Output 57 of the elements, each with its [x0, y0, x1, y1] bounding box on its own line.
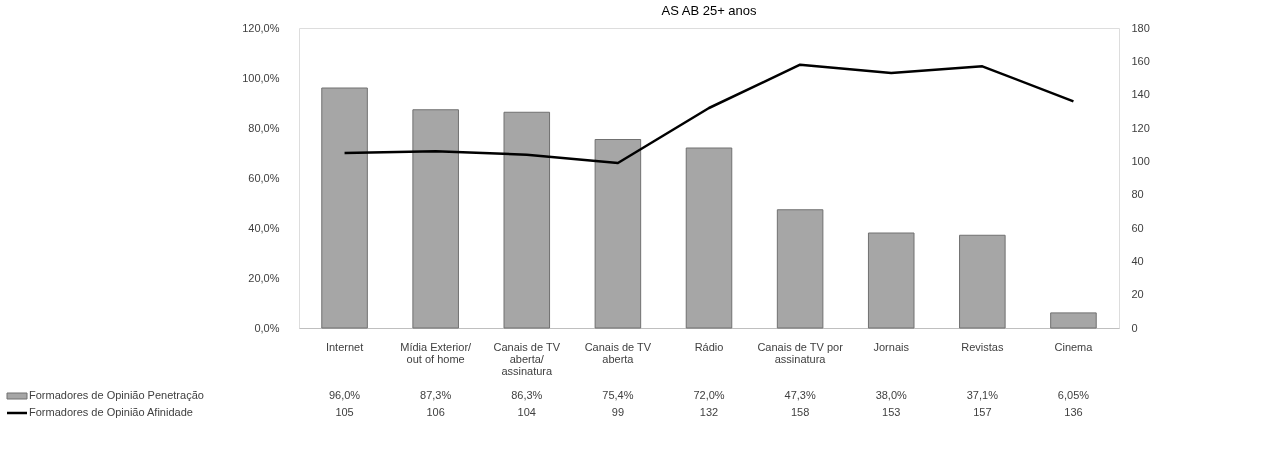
y-tick-label: 120,0% [242, 21, 280, 34]
data-label: 87,3% [420, 389, 452, 401]
legend-label: Formadores de Opinião Penetração [29, 389, 204, 401]
data-label: 106 [426, 406, 445, 418]
x-tick-label: Jornais [873, 341, 910, 353]
data-label: 136 [1064, 406, 1083, 418]
legend-label: Formadores de Opinião Afinidade [29, 406, 193, 418]
data-label: 6,05% [1057, 389, 1090, 401]
y-tick-label: 20,0% [248, 271, 280, 284]
data-label: 96,0% [328, 389, 361, 401]
line-series [343, 63, 1075, 165]
y-tick-label: 80,0% [248, 121, 280, 134]
x-tick-label: Canais de TV aberta [584, 341, 652, 365]
data-label: 47,3% [784, 389, 816, 401]
y2-tick-label: 60 [1131, 221, 1144, 234]
y2-tick-label: 140 [1131, 88, 1150, 101]
bar [685, 147, 733, 329]
x-tick-label: Canais de TV aberta/ assinatura [493, 341, 561, 377]
data-label: 99 [611, 406, 625, 418]
chart-title: AS AB 25+ anos [661, 3, 758, 18]
data-label: 72,0% [693, 389, 725, 401]
data-label: 86,3% [511, 389, 543, 401]
bar [776, 209, 824, 329]
bar [412, 109, 459, 329]
y2-tick-label: 20 [1131, 288, 1144, 301]
y2-tick-label: 0 [1131, 321, 1138, 334]
y2-tick-label: 160 [1131, 54, 1150, 67]
y2-tick-label: 80 [1131, 188, 1144, 201]
data-label: 75,4% [602, 389, 634, 401]
x-tick-label: Mídia Exterior/ out of home [400, 341, 473, 365]
data-label: 157 [973, 406, 992, 418]
x-tick-label: Revistas [961, 341, 1004, 353]
x-tick-label: Rádio [694, 341, 724, 353]
y-tick-label: 0,0% [254, 321, 280, 334]
y-tick-label: 40,0% [248, 221, 280, 234]
bar [1050, 312, 1097, 329]
y-tick-label: 100,0% [242, 71, 280, 84]
bar [503, 111, 551, 329]
data-label: 153 [882, 406, 901, 418]
x-tick-label: Cinema [1054, 341, 1094, 353]
y2-tick-label: 120 [1131, 121, 1150, 134]
data-label: 158 [790, 406, 810, 418]
y2-tick-label: 100 [1131, 154, 1150, 167]
bar [594, 139, 642, 329]
data-label: 105 [335, 406, 354, 418]
bar [321, 87, 368, 329]
bar [867, 232, 915, 329]
y2-tick-label: 40 [1131, 254, 1144, 267]
data-label: 104 [517, 406, 536, 418]
bar [959, 234, 1006, 329]
x-tick-label: Internet [325, 341, 364, 353]
x-tick-label: Canais de TV por assinatura [757, 341, 844, 365]
data-label: 38,0% [875, 389, 908, 401]
data-label: 37,1% [966, 389, 999, 401]
data-label: 132 [699, 406, 719, 418]
y2-tick-label: 180 [1131, 21, 1150, 34]
y-tick-label: 60,0% [248, 171, 280, 184]
